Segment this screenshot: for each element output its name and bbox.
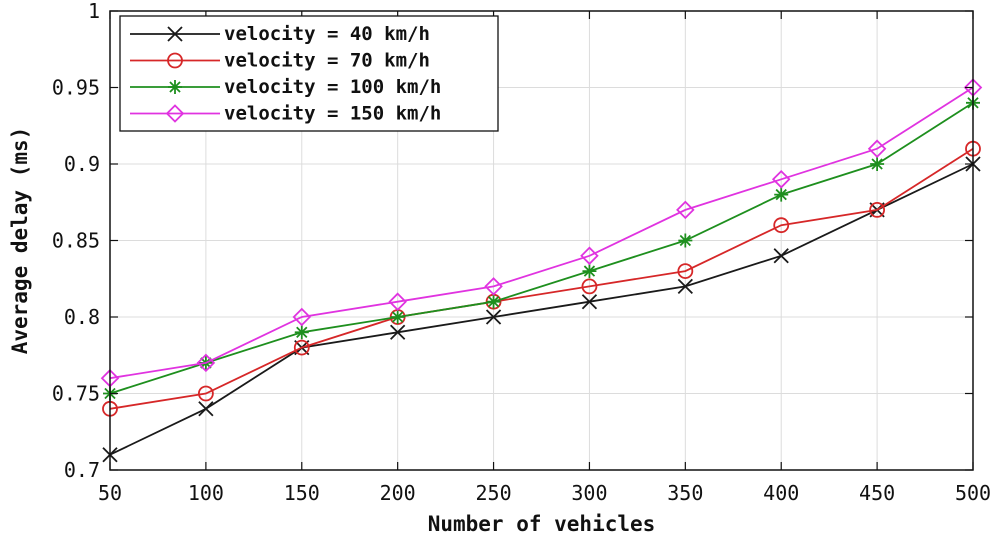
diamond-marker [484, 277, 503, 296]
diamond-marker [676, 200, 695, 220]
legend-label: velocity = 40 km/h [224, 23, 430, 45]
star-marker [390, 310, 405, 324]
circle-marker [773, 217, 790, 234]
x-marker [167, 26, 183, 42]
series-line [109, 163, 974, 456]
y-tick-label: 0.7 [64, 458, 100, 482]
x-marker [198, 401, 214, 417]
diamond-marker [771, 170, 791, 189]
x-tick-label: 200 [380, 481, 416, 505]
y-axis-label: Average delay (ms) [8, 127, 32, 355]
x-axis-label: Number of vehicles [428, 512, 656, 536]
legend-label: velocity = 100 km/h [224, 76, 441, 98]
star-marker [582, 264, 597, 279]
y-tick-label: 0.85 [52, 229, 100, 253]
x-tick-label: 50 [98, 481, 122, 505]
x-marker [390, 324, 406, 340]
star-marker [870, 157, 885, 171]
legend-item: velocity = 40 km/h [130, 23, 430, 45]
diamond-marker [196, 353, 216, 373]
series-layer [100, 78, 983, 463]
x-tick-label: 100 [188, 481, 224, 505]
circle-marker [581, 278, 598, 295]
ticks: 50 100 150 200 250 300 350 400 450 500 0.7 0.75 0.8 0… [52, 0, 991, 505]
series-line [109, 86, 974, 380]
x-marker [581, 294, 598, 310]
y-tick-label: 0.9 [64, 152, 100, 176]
x-marker [677, 278, 693, 295]
circle-marker [167, 52, 183, 69]
x-tick-label: 300 [571, 481, 607, 505]
x-marker [485, 309, 502, 325]
y-tick-label: 0.8 [64, 305, 100, 329]
series-3 [103, 95, 980, 401]
legend-label: velocity = 150 km/h [224, 103, 441, 125]
legend: velocity = 40 km/h velocity = 70 km/h velo… [119, 15, 499, 132]
legend-box [119, 15, 499, 132]
circle-marker [197, 385, 214, 402]
legend-label: velocity = 70 km/h [224, 50, 430, 72]
x-tick-label: 500 [955, 481, 991, 505]
y-tick-label: 0.75 [52, 382, 100, 406]
legend-item: velocity = 100 km/h [130, 76, 441, 98]
diamond-marker [165, 104, 185, 123]
legend-item: velocity = 70 km/h [130, 50, 430, 72]
diamond-marker [580, 246, 599, 266]
x-tick-label: 450 [859, 481, 895, 505]
circle-marker [293, 339, 310, 356]
star-marker [486, 294, 501, 309]
diamond-marker [292, 307, 312, 327]
y-tick-label: 1 [88, 0, 100, 23]
diamond-marker [388, 292, 407, 311]
x-tick-label: 250 [475, 481, 511, 505]
diamond-marker [867, 139, 887, 158]
x-tick-label: 400 [763, 481, 799, 505]
circle-marker [869, 201, 886, 218]
series-line [109, 102, 974, 395]
x-marker [773, 248, 789, 264]
star-marker [774, 187, 789, 202]
series-line [109, 147, 974, 410]
y-tick-label: 0.95 [52, 76, 100, 100]
circle-marker [677, 263, 694, 280]
star-marker [168, 80, 182, 94]
x-tick-label: 350 [667, 481, 703, 505]
legend-item: velocity = 150 km/h [130, 103, 441, 125]
star-marker [294, 325, 309, 340]
x-tick-label: 150 [284, 481, 320, 505]
star-marker [678, 233, 693, 248]
